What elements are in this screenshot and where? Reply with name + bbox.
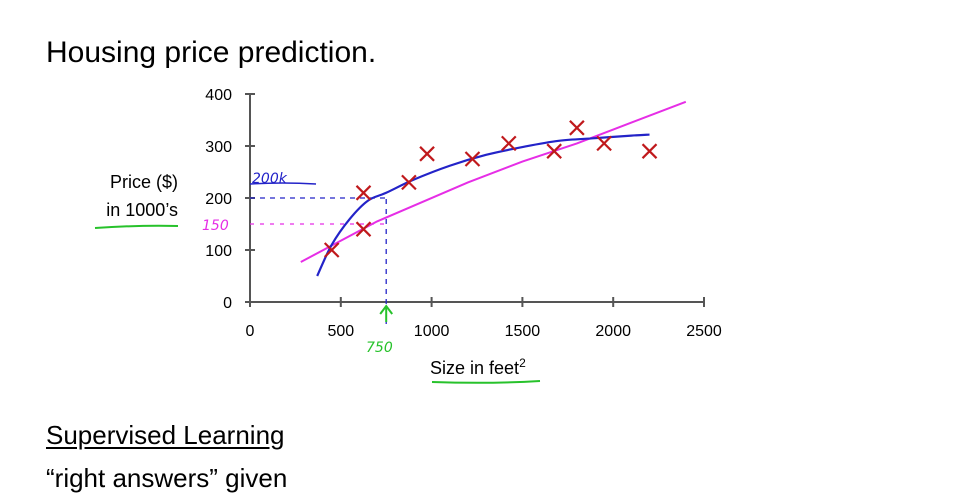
y-axis-label-line1: Price ($) — [109, 172, 178, 192]
x-tick-label: 1500 — [505, 323, 541, 340]
y-tick-label: 200 — [205, 191, 232, 208]
data-point — [501, 135, 517, 152]
linear-fit-line — [300, 100, 687, 263]
annotation-200k: 200k — [252, 171, 288, 187]
y-tick-label: 300 — [205, 139, 232, 156]
fit-curves — [300, 100, 687, 277]
data-point-stroke — [641, 143, 658, 159]
y-tick-label: 400 — [205, 87, 232, 104]
x-tick-label: 1000 — [414, 323, 450, 340]
arrow-head — [379, 304, 393, 315]
data-point-stroke — [596, 135, 612, 152]
data-points — [323, 120, 658, 258]
guide-lines — [94, 182, 541, 384]
data-point-stroke — [569, 120, 585, 136]
data-point — [596, 135, 612, 152]
annotation-200k-stroke — [249, 182, 317, 185]
data-point — [546, 143, 562, 159]
data-point — [355, 185, 372, 201]
y-tick-label: 0 — [223, 295, 232, 312]
y-axis-label-line2: in 1000’s — [106, 200, 178, 220]
data-point-stroke — [501, 135, 517, 152]
quadratic-fit-curve — [316, 133, 650, 277]
data-point — [323, 242, 340, 258]
data-point-stroke — [355, 185, 372, 201]
data-point — [419, 146, 435, 162]
x-tick-label: 2000 — [595, 323, 631, 340]
y-tick-label: 100 — [205, 243, 232, 260]
x-tick-label: 500 — [327, 323, 354, 340]
annotations: 200k 150 750 Size in feet2 — [202, 171, 526, 378]
chart-axes: 0 500 1000 1500 2000 2500 0 100 200 300 400 — [205, 87, 722, 340]
data-point-stroke — [419, 146, 435, 162]
annotation-750: 750 — [366, 340, 393, 356]
annotation-150: 150 — [202, 218, 229, 234]
x-label-underline — [431, 380, 541, 384]
data-point-stroke — [401, 174, 417, 191]
data-point-stroke — [355, 221, 372, 237]
x-axis-label: Size in feet2 — [430, 356, 526, 378]
data-point — [569, 120, 585, 136]
section-heading: Supervised Learning — [46, 420, 285, 450]
data-point — [464, 151, 481, 167]
page-title: Housing price prediction. — [46, 36, 377, 69]
data-point-stroke — [546, 143, 562, 159]
x-tick-label: 0 — [246, 323, 255, 340]
x-axis-label-superscript: 2 — [519, 356, 526, 370]
x-axis-label-text: Size in feet — [430, 358, 519, 378]
data-point — [401, 174, 417, 191]
data-point-stroke — [464, 151, 481, 167]
section-text: “right answers” given — [46, 463, 288, 493]
y-label-underline — [94, 224, 179, 229]
data-point — [355, 221, 372, 237]
data-point — [641, 143, 658, 159]
x-tick-label: 2500 — [686, 323, 722, 340]
data-point-stroke — [323, 242, 340, 258]
